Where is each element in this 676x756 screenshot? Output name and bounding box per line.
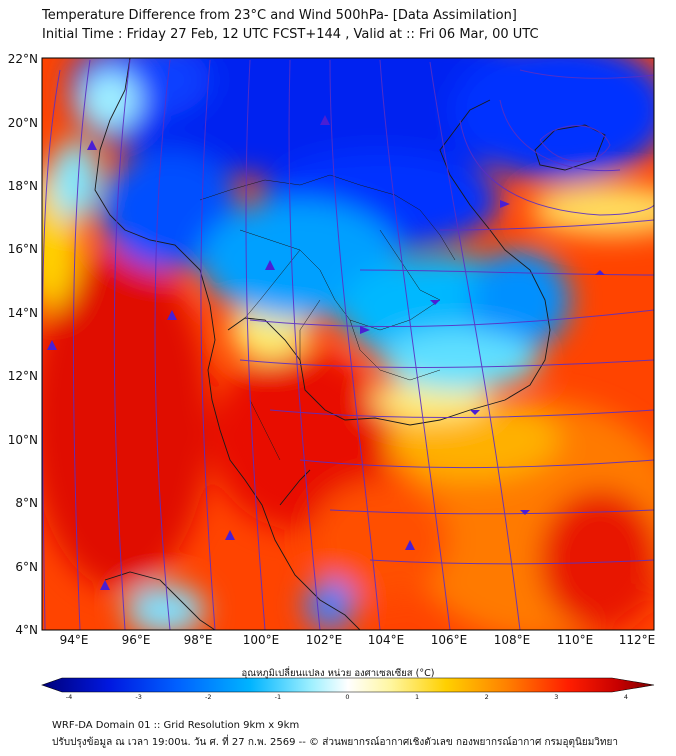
- lon-label: 106°E: [431, 633, 468, 647]
- lat-label: 4°N: [15, 623, 38, 637]
- footer-model-info: WRF-DA Domain 01 :: Grid Resolution 9km …: [52, 720, 300, 731]
- lon-label: 112°E: [619, 633, 656, 647]
- footer-credit: ปรับปรุงข้อมูล ณ เวลา 19:00น. วัน ศ. ที่…: [52, 737, 618, 748]
- lon-label: 108°E: [494, 633, 531, 647]
- colorbar-tick-label: 1: [415, 693, 419, 701]
- latitude-labels: 22°N 20°N 18°N 16°N 14°N 12°N 10°N 8°N 6…: [8, 52, 38, 637]
- lat-label: 14°N: [8, 306, 38, 320]
- colorbar-tick-label: 3: [554, 693, 558, 701]
- lat-label: 22°N: [8, 52, 38, 66]
- colorbar: -4 -3 -2 -1 0 1 2 3 4: [41, 677, 655, 701]
- borders: [199, 174, 456, 461]
- lat-label: 10°N: [8, 433, 38, 447]
- lat-label: 6°N: [15, 560, 38, 574]
- colorbar-tick-label: 4: [624, 693, 628, 701]
- longitude-labels: 94°E 96°E 98°E 100°E 102°E 104°E 106°E 1…: [60, 633, 656, 647]
- colorbar-tick-label: -2: [205, 693, 211, 701]
- lon-label: 94°E: [60, 633, 89, 647]
- colorbar-tick-label: -3: [135, 693, 141, 701]
- wind-streamlines: [42, 59, 654, 630]
- lat-label: 18°N: [8, 179, 38, 193]
- lon-label: 110°E: [557, 633, 594, 647]
- colorbar-tick-label: 0: [345, 693, 349, 701]
- colorbar-tick-label: -1: [275, 693, 281, 701]
- colorbar-bar: [41, 677, 655, 693]
- colorbar-ticks: -4 -3 -2 -1 0 1 2 3 4: [66, 693, 628, 701]
- colorbar-tick-label: -4: [66, 693, 72, 701]
- lat-label: 8°N: [15, 496, 38, 510]
- coastlines: [94, 58, 606, 630]
- colorbar-title: อุณหภูมิเปลี่ยนแปลง หน่วย องศาเซลเซียส (…: [241, 668, 435, 679]
- map-title: Temperature Difference from 23°C and Win…: [42, 8, 517, 23]
- lon-label: 102°E: [306, 633, 343, 647]
- temperature-field: [42, 58, 654, 630]
- lon-label: 104°E: [368, 633, 405, 647]
- map-frame: [41, 57, 655, 631]
- lat-label: 12°N: [8, 369, 38, 383]
- lat-label: 20°N: [8, 116, 38, 130]
- map-subtitle: Initial Time : Friday 27 Feb, 12 UTC FCS…: [42, 27, 539, 42]
- lon-label: 98°E: [184, 633, 213, 647]
- lat-label: 16°N: [8, 242, 38, 256]
- wind-arrows: [47, 115, 605, 590]
- lon-label: 96°E: [122, 633, 151, 647]
- lon-label: 100°E: [243, 633, 280, 647]
- colorbar-tick-label: 2: [485, 693, 489, 701]
